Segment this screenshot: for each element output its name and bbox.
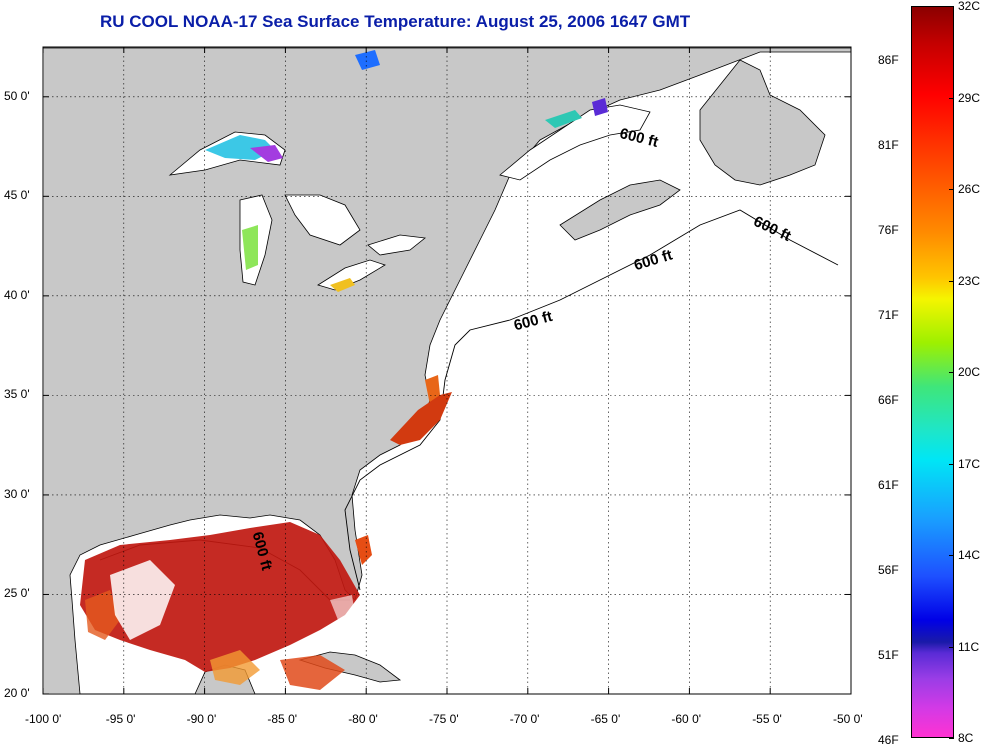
lon-tick-label: -65 0' [590, 712, 621, 726]
isobath-600ft [344, 209, 839, 591]
celsius-label: 26C [958, 182, 981, 196]
sst-gulf-of-mexico [80, 522, 360, 690]
lon-tick-label: -50 0' [833, 712, 863, 726]
lon-tick-label: -80 0' [348, 712, 378, 726]
lat-tick-label: 40 0' [4, 287, 30, 302]
colorbar-tick [949, 738, 954, 739]
map-title: RU COOL NOAA-17 Sea Surface Temperature:… [100, 12, 691, 31]
fahrenheit-label: 51F [878, 648, 899, 662]
fahrenheit-label: 81F [878, 138, 899, 152]
celsius-label: 14C [958, 548, 981, 562]
lat-tick-label: 30 0' [4, 486, 30, 501]
lon-tick-label: -60 0' [671, 712, 702, 726]
celsius-label: 23C [958, 273, 981, 288]
fahrenheit-label: 56F [878, 563, 899, 577]
colorbar-tick [949, 463, 954, 465]
lon-tick-label: -85 0' [267, 712, 298, 726]
celsius-label: 11C [958, 639, 980, 654]
colorbar-tick [949, 6, 954, 7]
lat-tick-label: 45 0' [4, 188, 30, 203]
st-lawrence [499, 104, 651, 181]
lat-tick-label: 20 0' [4, 686, 30, 700]
fahrenheit-label: 46F [878, 733, 899, 747]
celsius-label: 20C [958, 365, 981, 379]
sst-great-lakes [205, 50, 608, 292]
fahrenheit-label: 86F [878, 53, 899, 67]
lon-tick-label: -95 0' [105, 712, 136, 726]
axis-ticks [42, 47, 852, 695]
fahrenheit-label: 66F [878, 393, 899, 407]
colorbar-tick [949, 646, 954, 648]
fahrenheit-label: 61F [878, 478, 899, 492]
celsius-label: 29C [958, 90, 981, 105]
lon-tick-label: -75 0' [429, 712, 459, 726]
fahrenheit-label: 71F [878, 308, 899, 322]
colorbar-tick [949, 280, 954, 282]
celsius-label: 17C [958, 456, 981, 471]
lon-tick-label: -90 0' [186, 712, 217, 726]
temperature-colorbar [911, 6, 954, 738]
lat-tick-label: 35 0' [4, 387, 30, 402]
celsius-label: 8C [958, 731, 974, 745]
lon-tick-label: -100 0' [25, 712, 62, 726]
lon-tick-label: -70 0' [509, 712, 540, 726]
land-maritimes [559, 179, 681, 241]
lat-tick-label: 25 0' [4, 586, 30, 601]
land-newfoundland [699, 59, 826, 186]
sst-atlantic-coast [355, 375, 452, 565]
fahrenheit-label: 76F [878, 223, 899, 237]
colorbar-tick [949, 189, 954, 190]
lat-tick-label: 50 0' [4, 88, 30, 103]
colorbar-tick [949, 555, 954, 556]
celsius-label: 32C [958, 0, 981, 13]
lon-tick-label: -55 0' [752, 712, 782, 726]
colorbar-tick [949, 372, 954, 373]
colorbar-tick [949, 97, 954, 99]
